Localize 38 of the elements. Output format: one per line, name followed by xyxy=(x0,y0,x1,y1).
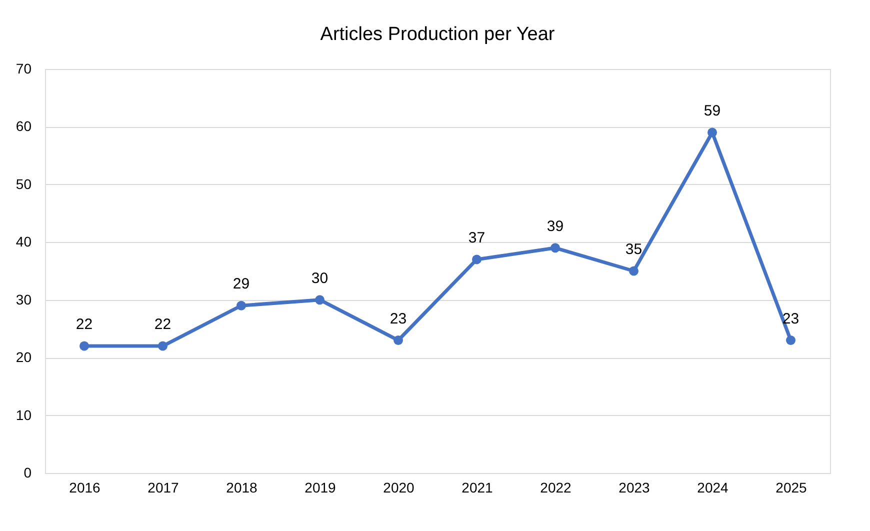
data-label: 35 xyxy=(625,241,642,258)
point xyxy=(158,341,168,351)
x-tick-label: 2021 xyxy=(462,480,494,496)
x-tick-label: 2025 xyxy=(776,480,808,496)
data-label: 39 xyxy=(546,218,564,235)
data-label: 22 xyxy=(76,316,93,334)
y-tick-label: 20 xyxy=(16,349,32,366)
data-label: 30 xyxy=(311,270,328,287)
data-label: 22 xyxy=(154,316,172,334)
point xyxy=(236,300,246,310)
y-tick-label: 10 xyxy=(16,406,32,423)
x-tick-label: 2019 xyxy=(304,480,336,496)
point xyxy=(786,336,796,345)
data-label: 29 xyxy=(232,276,250,293)
data-label: 59 xyxy=(704,102,721,120)
chart-title: Articles Production per Year xyxy=(320,24,556,45)
y-tick-label: 0 xyxy=(24,464,32,480)
x-tick-label: 2024 xyxy=(697,480,729,496)
x-tick-label: 2017 xyxy=(148,480,180,496)
x-tick-label: 2016 xyxy=(69,480,101,496)
x-tick-label: 2022 xyxy=(540,480,572,496)
y-tick-label: 70 xyxy=(16,60,32,76)
x-tick-label: 2020 xyxy=(383,480,415,496)
point xyxy=(80,341,89,351)
data-label: 23 xyxy=(390,310,407,328)
point xyxy=(315,295,324,305)
y-tick-label: 50 xyxy=(16,176,32,192)
point xyxy=(394,336,403,345)
x-tick-label: 2023 xyxy=(618,480,650,496)
y-tick-label: 40 xyxy=(16,234,32,250)
y-tick-label: 60 xyxy=(16,118,32,134)
point xyxy=(629,266,638,276)
point xyxy=(708,128,717,138)
data-label: 37 xyxy=(468,229,486,246)
point xyxy=(550,243,560,253)
y-tick-label: 30 xyxy=(16,291,32,308)
x-tick-label: 2018 xyxy=(226,480,258,496)
point xyxy=(472,254,482,264)
